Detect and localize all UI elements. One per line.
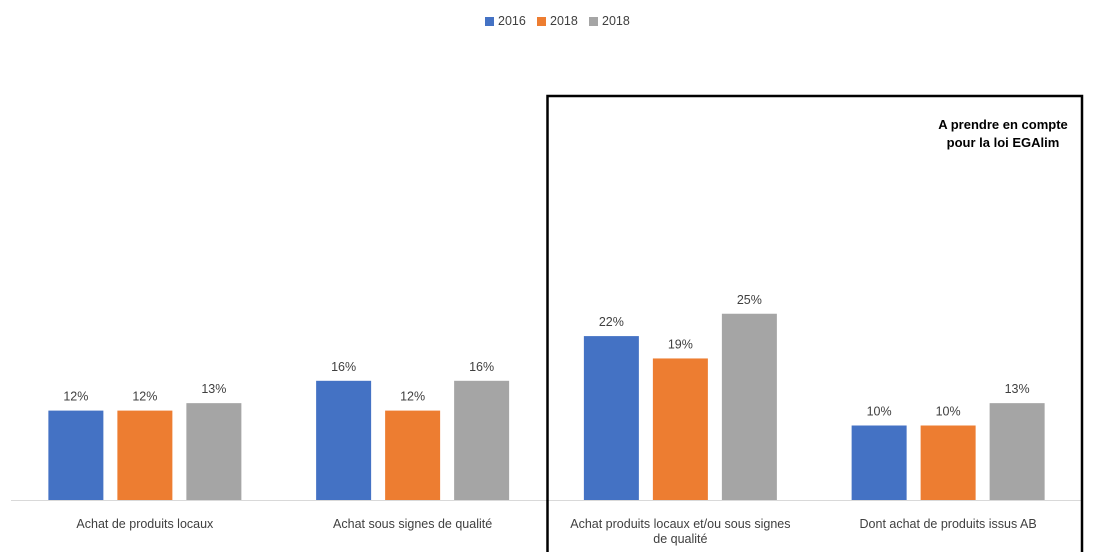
highlight-note-line-1: A prendre en compte	[938, 117, 1068, 132]
x-tick-label-1: Achat de produits locaux	[76, 517, 214, 531]
bar-4-series-2	[920, 425, 976, 500]
bar-4-series-3	[989, 403, 1045, 500]
data-label-1-series-1: 12%	[63, 390, 88, 404]
legend-swatch-1	[485, 17, 494, 26]
data-label-3-series-1: 22%	[599, 315, 624, 329]
x-tick-label-2: Achat sous signes de qualité	[333, 517, 492, 531]
data-label-3-series-3: 25%	[737, 293, 762, 307]
legend-swatch-3	[589, 17, 598, 26]
x-tick-labels-group: Achat de produits locaux Achat sous signe…	[76, 517, 1036, 546]
bar-1-series-3	[186, 403, 242, 500]
highlight-box-group: A prendre en compte pour la loi EGAlim	[546, 94, 1084, 552]
bar-2-series-3	[454, 380, 510, 500]
bar-2-series-1	[316, 380, 372, 500]
bar-2-series-2	[385, 410, 441, 500]
data-label-2-series-1: 16%	[331, 360, 356, 374]
data-label-2-series-3: 16%	[469, 360, 494, 374]
legend-label-1: 2016	[498, 14, 526, 28]
data-label-4-series-1: 10%	[867, 405, 892, 419]
legend-label-2: 2018	[550, 14, 578, 28]
bar-3-series-2	[652, 358, 708, 500]
value-labels-group: 12% 12% 13% 16% 12% 16% 22% 19% 25% 10% 10% 13%	[63, 293, 1029, 419]
legend-label-3: 2018	[602, 14, 630, 28]
data-label-1-series-3: 13%	[201, 382, 226, 396]
bar-3-series-1	[583, 336, 639, 500]
highlight-box	[546, 94, 1084, 552]
bar-3-series-3	[721, 313, 777, 500]
highlight-note-line-2: pour la loi EGAlim	[947, 135, 1060, 150]
bars-group	[48, 313, 1045, 500]
data-label-2-series-2: 12%	[400, 390, 425, 404]
data-label-3-series-2: 19%	[668, 337, 693, 351]
bar-1-series-1	[48, 410, 104, 500]
legend: 2016 2018 2018	[485, 14, 630, 28]
x-tick-label-3: Achat produits locaux et/ou sous signes d…	[570, 517, 790, 546]
data-label-1-series-2: 12%	[132, 390, 157, 404]
data-label-4-series-3: 13%	[1005, 382, 1030, 396]
bar-1-series-2	[117, 410, 173, 500]
data-label-4-series-2: 10%	[936, 405, 961, 419]
legend-swatch-2	[537, 17, 546, 26]
bar-4-series-1	[851, 425, 907, 500]
x-tick-label-4: Dont achat de produits issus AB	[860, 517, 1037, 531]
